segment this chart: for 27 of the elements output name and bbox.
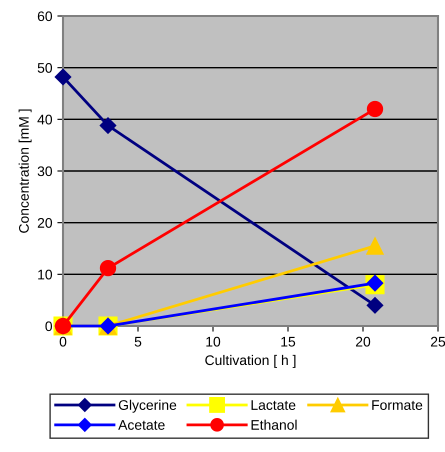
point	[366, 296, 384, 314]
point	[54, 68, 72, 86]
y-tick-label: 40	[37, 114, 52, 125]
legend-label: Lactate	[252, 400, 296, 410]
x-tick-label: 0	[60, 336, 66, 347]
y-tick-label: 50	[38, 63, 52, 73]
y-tick-label: 20	[38, 218, 52, 228]
point	[366, 100, 384, 118]
legend-label: Acetate	[118, 420, 165, 430]
y-axis-title: Concentration [mM ]	[18, 109, 32, 233]
point	[100, 117, 116, 134]
y-tick-label: 0	[45, 321, 52, 332]
legend-label: Ethanol	[252, 420, 297, 430]
point	[366, 274, 384, 292]
x-tick-label: 5	[134, 336, 142, 347]
x-tick-label: 25	[430, 336, 445, 347]
point	[366, 237, 384, 255]
y-tick-label: 10	[38, 270, 52, 280]
x-tick-label: 10	[206, 336, 220, 347]
point	[100, 260, 116, 276]
x-axis-title: Cultivation [ h ]	[205, 354, 296, 368]
x-tick-label: 20	[356, 336, 370, 347]
y-tick-label: 60	[38, 11, 52, 22]
x-tick-label: 15	[281, 336, 296, 347]
y-tick-label: 30	[38, 166, 52, 176]
legend-label: Formate	[372, 400, 422, 410]
legend-label: Glycerine	[118, 400, 176, 413]
